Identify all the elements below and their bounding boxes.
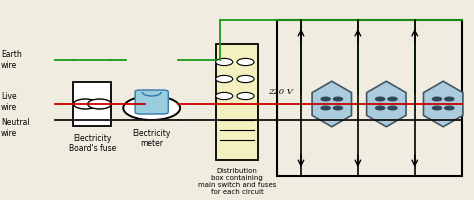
FancyBboxPatch shape	[135, 90, 168, 114]
Bar	[73, 82, 111, 126]
Circle shape	[216, 92, 233, 100]
Circle shape	[88, 99, 111, 109]
Bar	[277, 20, 462, 176]
Text: Live
wire: Live wire	[1, 92, 17, 112]
Polygon shape	[312, 81, 352, 127]
Circle shape	[216, 75, 233, 83]
Circle shape	[73, 99, 97, 109]
Circle shape	[237, 92, 254, 100]
Circle shape	[445, 97, 454, 101]
Text: 220 V: 220 V	[268, 88, 292, 96]
Circle shape	[388, 106, 397, 110]
Circle shape	[333, 106, 343, 110]
Circle shape	[333, 97, 343, 101]
Polygon shape	[423, 81, 463, 127]
Text: Electricity
Board's fuse: Electricity Board's fuse	[69, 134, 116, 153]
Text: Electricity
meter: Electricity meter	[133, 129, 171, 148]
Circle shape	[432, 106, 442, 110]
Circle shape	[123, 96, 180, 120]
Text: Neutral
wire: Neutral wire	[1, 118, 29, 138]
Circle shape	[375, 106, 385, 110]
Circle shape	[321, 106, 330, 110]
Text: Earth
wire: Earth wire	[1, 50, 22, 70]
Circle shape	[237, 75, 254, 83]
Circle shape	[388, 97, 397, 101]
Circle shape	[445, 106, 454, 110]
Circle shape	[432, 97, 442, 101]
Text: Distribution
box containing
main switch and fuses
for each circuit: Distribution box containing main switch …	[198, 168, 276, 195]
Bar	[216, 44, 258, 160]
Circle shape	[237, 58, 254, 66]
Circle shape	[216, 58, 233, 66]
Polygon shape	[366, 81, 406, 127]
Circle shape	[375, 97, 385, 101]
Circle shape	[321, 97, 330, 101]
